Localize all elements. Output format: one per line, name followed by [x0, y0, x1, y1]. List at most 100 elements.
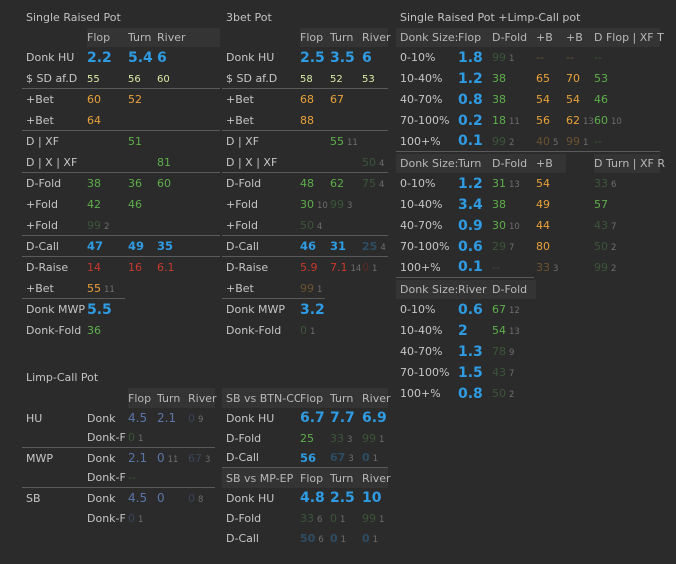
stat-value[interactable]: 4.5: [128, 491, 157, 505]
stat-value[interactable]: 60: [157, 72, 220, 85]
stat-value[interactable]: 6.7: [300, 410, 330, 426]
stat-row[interactable]: Donk HU 2.5 3.5 6: [222, 47, 388, 68]
stat-row[interactable]: D-Call 56 67 3 0 1: [222, 448, 388, 468]
stat-row[interactable]: 100+% 0.1 -- 33 3 99 2: [396, 257, 616, 278]
stat-value[interactable]: 49: [128, 239, 157, 253]
stat-value[interactable]: 48: [300, 177, 330, 190]
stat-row[interactable]: 40-70% 1.3 78 9: [396, 341, 660, 362]
stat-value[interactable]: Donk: [87, 492, 128, 505]
stat-value[interactable]: 2: [458, 323, 492, 339]
stat-value[interactable]: --: [566, 51, 594, 64]
stat-row[interactable]: 100+% 0.1 99 2 40 5 99 1 --: [396, 131, 660, 152]
stat-value[interactable]: 6.1: [157, 261, 220, 274]
stat-value[interactable]: 88: [300, 114, 330, 127]
stat-value[interactable]: 55 11: [330, 135, 362, 148]
stat-value[interactable]: 7.7: [330, 410, 362, 426]
stat-value[interactable]: --: [594, 135, 660, 148]
stat-value[interactable]: 33 3: [536, 261, 566, 274]
stat-row[interactable]: 10-40% 3.4 38 49 57: [396, 194, 660, 215]
stat-row[interactable]: 0-10% 0.6 67 12: [396, 299, 660, 320]
stat-value[interactable]: 38: [87, 177, 128, 190]
stat-value[interactable]: 68: [300, 93, 330, 106]
stat-row[interactable]: Donk HU 4.8 2.5 10: [222, 488, 388, 508]
stat-row[interactable]: +Bet 99 1: [222, 278, 325, 299]
stat-row[interactable]: Donk HU 2.2 5.4 6: [22, 47, 220, 68]
stat-value[interactable]: 99 1: [492, 51, 536, 64]
stat-value[interactable]: 53: [362, 72, 388, 85]
stat-value[interactable]: 0: [157, 491, 188, 505]
stat-value[interactable]: 25: [300, 432, 330, 445]
stat-row[interactable]: D-Fold 38 36 60: [22, 173, 220, 194]
stat-value[interactable]: 0.6: [458, 239, 492, 255]
stat-value[interactable]: 1.5: [458, 365, 492, 381]
stat-row[interactable]: Donk-F 0 1: [22, 428, 215, 448]
stat-value[interactable]: Donk: [87, 412, 128, 425]
stat-value[interactable]: 46: [300, 239, 330, 253]
stat-value[interactable]: --: [536, 51, 566, 64]
stat-row[interactable]: D-Raise 5.9 7.1 14 0 1: [222, 257, 388, 278]
stat-value[interactable]: --: [492, 261, 536, 274]
stat-value[interactable]: 0.8: [458, 386, 492, 402]
stat-row[interactable]: +Bet 88: [222, 110, 388, 131]
stat-value[interactable]: --: [128, 471, 157, 484]
stat-value[interactable]: 99 1: [300, 282, 330, 295]
stat-value[interactable]: 6: [362, 50, 388, 66]
stat-value[interactable]: 44: [536, 219, 566, 232]
stat-value[interactable]: 64: [87, 114, 128, 127]
stat-value[interactable]: 16: [128, 261, 157, 274]
stat-row[interactable]: 70-100% 0.6 29 7 80 50 2: [396, 236, 660, 257]
stat-value[interactable]: 2.1: [128, 451, 157, 465]
stat-value[interactable]: 99 2: [594, 261, 660, 274]
stat-row[interactable]: 40-70% 0.9 30 10 44 43 7: [396, 215, 660, 236]
stat-row[interactable]: +Bet 68 67: [222, 89, 388, 110]
stat-value[interactable]: 10: [362, 490, 388, 506]
stat-value[interactable]: 54 13: [492, 324, 536, 337]
stat-value[interactable]: 78 9: [492, 345, 536, 358]
stat-row[interactable]: D-Fold 25 33 3 99 1: [222, 428, 388, 448]
stat-value[interactable]: 36: [128, 177, 157, 190]
stat-value[interactable]: 5.9: [300, 261, 330, 274]
stat-value[interactable]: 75 4: [362, 177, 388, 190]
stat-value[interactable]: 3.4: [458, 197, 492, 213]
stat-value[interactable]: 62 13: [566, 114, 594, 127]
stat-value[interactable]: 49: [536, 198, 566, 211]
stat-value[interactable]: 33 3: [330, 432, 362, 445]
stat-row[interactable]: D-Call 46 31 25 4: [222, 236, 388, 257]
stat-row[interactable]: 40-70% 0.8 38 54 54 46: [396, 89, 660, 110]
stat-value[interactable]: 1.2: [458, 176, 492, 192]
stat-value[interactable]: 1.2: [458, 71, 492, 87]
stat-value[interactable]: 14: [87, 261, 128, 274]
stat-value[interactable]: 43 7: [594, 219, 660, 232]
stat-row[interactable]: 70-100% 1.5 43 7: [396, 362, 660, 383]
stat-value[interactable]: 56: [536, 114, 566, 127]
stat-value[interactable]: 99 1: [362, 432, 388, 445]
stat-value[interactable]: 51: [128, 135, 157, 148]
stat-row[interactable]: D-Fold 33 6 0 1 99 1: [222, 508, 388, 528]
stat-value[interactable]: 50 2: [492, 387, 536, 400]
stat-value[interactable]: 2.5: [300, 50, 330, 66]
stat-row[interactable]: SB Donk 4.5 0 0 8: [22, 488, 215, 508]
stat-value[interactable]: 56: [128, 72, 157, 85]
stat-value[interactable]: 56: [300, 451, 330, 465]
stat-row[interactable]: D | X | XF 81: [22, 152, 220, 173]
stat-value[interactable]: 43 7: [492, 366, 536, 379]
stat-value[interactable]: 53: [594, 72, 660, 85]
stat-value[interactable]: 60: [157, 177, 220, 190]
stat-value[interactable]: Donk-F: [87, 512, 128, 525]
stat-value[interactable]: 31 13: [492, 177, 536, 190]
stat-value[interactable]: 99 1: [566, 135, 594, 148]
stat-row[interactable]: +Bet 64: [22, 110, 220, 131]
stat-value[interactable]: 52: [128, 93, 157, 106]
stat-value[interactable]: 1.8: [458, 50, 492, 66]
stat-value[interactable]: 99 3: [330, 198, 362, 211]
stat-row[interactable]: +Bet 55 11: [22, 278, 125, 299]
stat-row[interactable]: Donk-F --: [22, 468, 215, 488]
stat-value[interactable]: 3.5: [330, 50, 362, 66]
stat-value[interactable]: 29 7: [492, 240, 536, 253]
